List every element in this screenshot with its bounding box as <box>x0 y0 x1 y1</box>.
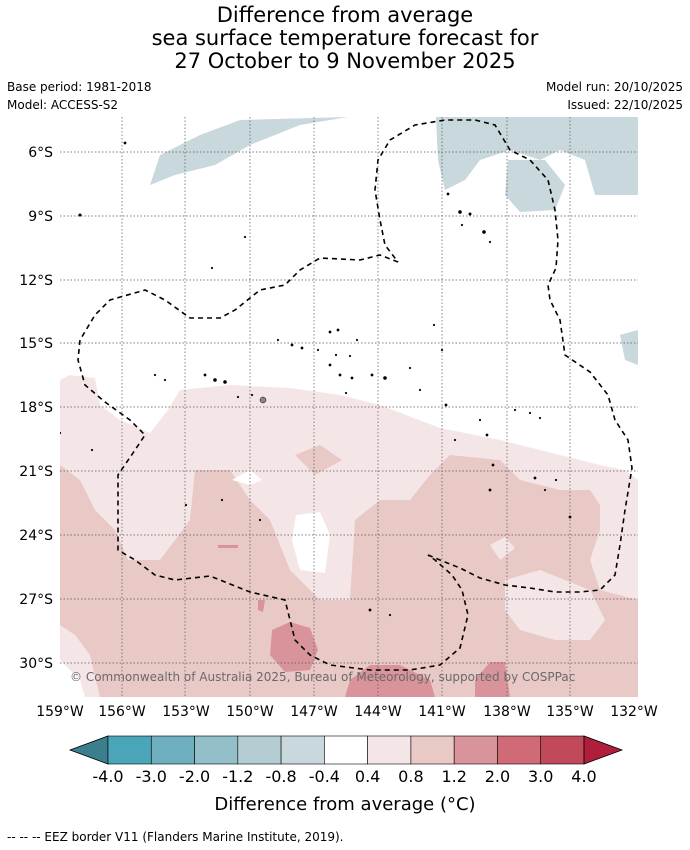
near-average-region <box>60 660 85 697</box>
lat-label: 27°S <box>19 592 53 608</box>
colorbar-tick-label: 2.0 <box>484 767 511 786</box>
near-average-region <box>292 512 330 573</box>
eez-footnote: -- -- -- EEZ border V11 (Flanders Marine… <box>7 830 344 844</box>
lon-label: 153°W <box>162 704 210 720</box>
lat-label: 21°S <box>19 464 53 480</box>
colorbar-tick-label: 1.2 <box>441 767 467 786</box>
lon-label: 135°W <box>546 704 594 720</box>
model-name: Model: ACCESS-S2 <box>7 98 119 112</box>
colorbar-extend-low <box>68 735 109 765</box>
warm-anomaly-1.2-2.0 <box>345 665 435 697</box>
near-average-region <box>232 470 262 485</box>
longitude-labels: 159°W 156°W 153°W 150°W 147°W 144°W 141°… <box>36 704 658 720</box>
title-line-1: Difference from average <box>216 3 474 27</box>
lon-label: 147°W <box>290 704 338 720</box>
chart-title: Difference from average sea surface temp… <box>0 4 690 73</box>
colorbar-segment <box>150 735 195 765</box>
meta-left: Base period: 1981-2018 Model: ACCESS-S2 <box>7 78 152 114</box>
colorbar-tick-label: -4.0 <box>92 767 124 786</box>
colorbar-tick-label: -0.4 <box>308 767 340 786</box>
colorbar-segment <box>324 735 368 765</box>
colorbar-segment <box>280 735 325 765</box>
grid-lines <box>60 117 638 697</box>
colorbar-tick-label: 4.0 <box>571 767 597 786</box>
model-run: Model run: 20/10/2025 <box>545 80 683 94</box>
near-average-region <box>505 570 605 640</box>
warm-anomaly-1.2-2.0 <box>258 600 265 612</box>
colorbar-tick-label: -0.8 <box>265 767 297 786</box>
lat-label: 12°S <box>19 273 53 289</box>
lat-label: 18°S <box>19 400 53 416</box>
lon-label: 138°W <box>483 704 531 720</box>
eez-border <box>77 119 633 671</box>
colorbar <box>68 735 624 765</box>
warm-anomaly-0.4-0.8 <box>490 537 515 560</box>
latitude-labels: 6°S 9°S 12°S 15°S 18°S 21°S 24°S 27°S 30… <box>19 145 53 672</box>
copyright-notice: © Commonwealth of Australia 2025, Bureau… <box>70 670 575 684</box>
lat-label: 15°S <box>19 336 53 352</box>
colorbar-segment <box>540 735 585 765</box>
lon-label: 144°W <box>354 704 402 720</box>
islands <box>60 141 572 617</box>
anomaly-map: © Commonwealth of Australia 2025, Bureau… <box>19 117 658 765</box>
colorbar-tick-label: 0.8 <box>398 767 424 786</box>
colorbar-tick-label: 0.4 <box>354 767 381 786</box>
colorbar-segment <box>367 735 412 765</box>
cool-anomaly-region <box>150 117 348 185</box>
cool-anomaly-region <box>505 160 565 212</box>
lat-label: 24°S <box>19 528 53 544</box>
base-period: Base period: 1981-2018 <box>7 80 152 94</box>
lat-label: 6°S <box>28 145 53 161</box>
warm-anomaly-1.2-2.0 <box>475 662 510 697</box>
colorbar-segment <box>410 735 455 765</box>
colorbar-segment <box>107 735 152 765</box>
meta-right: Model run: 20/10/2025 Issued: 22/10/2025 <box>546 78 683 114</box>
colorbar-extend-high <box>583 735 624 765</box>
title-line-3: 27 October to 9 November 2025 <box>174 49 516 73</box>
colorbar-tick-label: -1.2 <box>222 767 254 786</box>
issued-date: Issued: 22/10/2025 <box>567 98 683 112</box>
lon-label: 141°W <box>418 704 466 720</box>
lon-label: 132°W <box>610 704 658 720</box>
lon-label: 159°W <box>36 704 84 720</box>
cool-anomaly-region <box>436 117 638 195</box>
colorbar-tick-label: 3.0 <box>527 767 554 786</box>
colorbar-title: Difference from average (°C) <box>214 794 476 815</box>
warm-anomaly-0.8-1.2 <box>60 455 638 697</box>
map-area: © Commonwealth of Australia 2025, Bureau… <box>60 117 638 697</box>
colorbar-segment <box>497 735 542 765</box>
colorbar-tick-label: -3.0 <box>135 767 167 786</box>
colorbar-tick-label: -2.0 <box>178 767 211 786</box>
lon-label: 150°W <box>226 704 274 720</box>
warm-anomaly-0.8-1.2 <box>295 445 342 475</box>
cool-anomaly-region <box>620 330 638 365</box>
colorbar-segment <box>194 735 239 765</box>
lon-label: 156°W <box>98 704 146 720</box>
colorbar-segment <box>237 735 282 765</box>
warm-anomaly-1.2-2.0 <box>270 622 318 672</box>
warm-anomaly-1.2-2.0 <box>218 545 238 548</box>
lat-label: 9°S <box>28 209 53 225</box>
colorbar-segment <box>453 735 498 765</box>
lat-label: 30°S <box>19 656 53 672</box>
title-line-2: sea surface temperature forecast for <box>151 26 539 50</box>
